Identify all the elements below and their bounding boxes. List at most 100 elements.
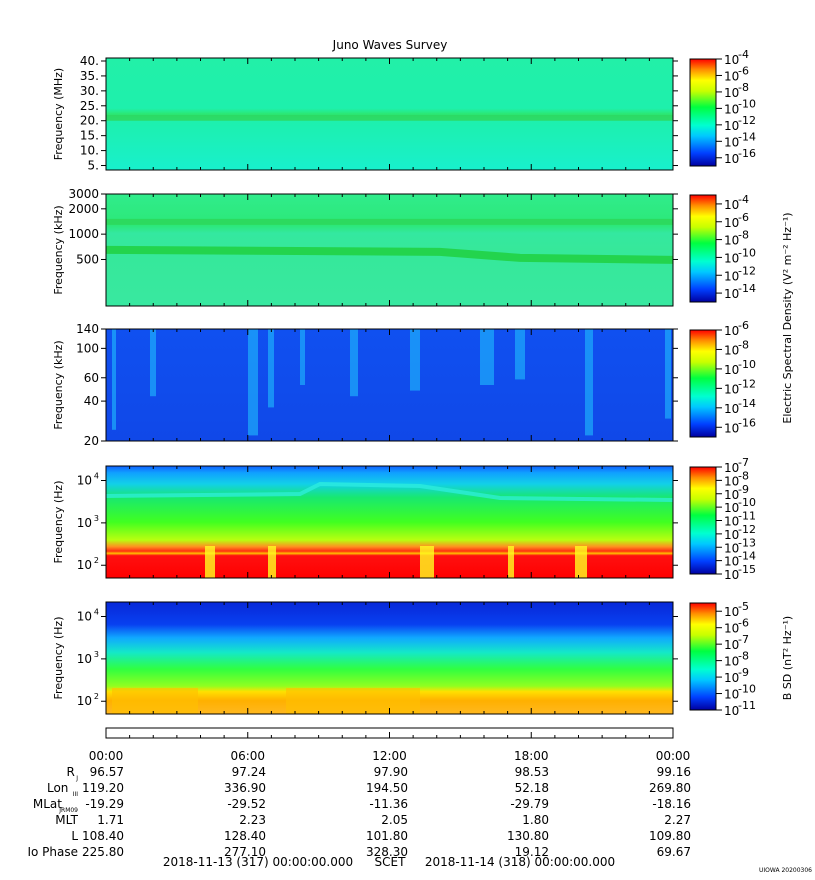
burst (300, 329, 305, 385)
emission-band (106, 114, 673, 121)
y-tick-label: 10. (80, 144, 99, 158)
time-label: 06:00 (230, 749, 265, 763)
ephemeris-value: 1.71 (97, 813, 124, 827)
colorbar-tick-exponent: -13 (738, 536, 756, 549)
ephemeris-value: -18.16 (652, 797, 691, 811)
colorbar-3 (689, 329, 717, 438)
y-tick-label: 60 (84, 371, 99, 385)
colorbar-tick-exponent: -9 (738, 483, 749, 496)
time-label: 00:00 (89, 749, 124, 763)
ephemeris-value: 69.67 (657, 845, 691, 859)
y-tick-label: 1000 (68, 227, 99, 241)
ephemeris-value: 97.90 (374, 765, 408, 779)
spectrogram-panels: 40.35.30.25.20.15.10.5. Frequency (MHz) 10… (52, 48, 794, 718)
version-stamp: UIOWA 20200306 (759, 867, 812, 874)
colorbar-tick-base: 10 (724, 69, 739, 83)
ephemeris-value: 96.57 (90, 765, 124, 779)
y-tick-label: 20 (84, 434, 99, 448)
ephemeris-value: 2.27 (664, 813, 691, 827)
colorbar-4 (689, 466, 717, 575)
colorbar-tick-base: 10 (724, 402, 739, 416)
colorbar-tick-exponent: -10 (738, 683, 756, 696)
colorbar-tick-base: 10 (724, 704, 739, 718)
colorbar-tick-base: 10 (724, 343, 739, 357)
colorbar-tick-base: 10 (724, 515, 739, 529)
time-label: 18:00 (514, 749, 549, 763)
colorbar-tick-exponent: -6 (738, 211, 749, 224)
colorbar-tick-base: 10 (724, 474, 739, 488)
ephemeris-value: 19.12 (515, 845, 549, 859)
y-tick-label: 500 (76, 252, 99, 266)
colorbar-tick-exponent: -6 (738, 319, 749, 332)
colorbar-tick-exponent: -12 (738, 377, 756, 390)
gap (268, 546, 276, 578)
colorbar-tick-exponent: -10 (738, 496, 756, 509)
colorbar-tick-exponent: -7 (738, 633, 749, 646)
y-tick-label: 10 (77, 516, 92, 530)
burst (480, 329, 494, 385)
ephemeris-value: 101.80 (366, 829, 408, 843)
colorbar-tick-base: 10 (724, 501, 739, 515)
low-band (112, 688, 198, 714)
time-label: 00:00 (656, 749, 691, 763)
ephemeris-value: 277.10 (224, 845, 266, 859)
ephemeris-label: L (71, 829, 78, 843)
colorbar-tick-base: 10 (724, 655, 739, 669)
burst (410, 329, 420, 391)
colorbar-tick-exponent: -7 (738, 456, 749, 469)
y-tick-label: 2000 (68, 202, 99, 216)
colorbar-tick-exponent: -10 (738, 246, 756, 259)
colorbar-tick-base: 10 (724, 119, 739, 133)
ephemeris-value: 328.30 (366, 845, 408, 859)
y-tick-label: 10 (77, 610, 92, 624)
y-axis-label: Frequency (kHz) (52, 340, 65, 429)
y-tick-label: 40 (84, 394, 99, 408)
colorbar-tick-base: 10 (724, 152, 739, 166)
colorbar-tick-exponent: -6 (738, 617, 749, 630)
ephemeris-label-subscript: III (73, 791, 79, 798)
ephemeris-value: 130.80 (507, 829, 549, 843)
colorbar-2 (689, 194, 717, 303)
low-band (286, 688, 420, 714)
ephemeris-value: -29.79 (510, 797, 549, 811)
ephemeris-label: Io Phase (27, 845, 78, 859)
ephemeris-value: 225.80 (82, 845, 124, 859)
ephemeris-value: 97.24 (232, 765, 266, 779)
gap (420, 546, 434, 578)
ephemeris-label: MLT (55, 813, 78, 827)
ephemeris-value: 336.90 (224, 781, 266, 795)
colorbar-tick-base: 10 (724, 287, 739, 301)
y-tick-label: 10 (77, 652, 92, 666)
colorbar-tick-exponent: -16 (738, 147, 756, 160)
ephemeris-value: 108.40 (82, 829, 124, 843)
y-tick-exponent: 4 (94, 472, 99, 481)
colorbar-tick-exponent: -14 (738, 282, 756, 295)
colorbar-tick-base: 10 (724, 198, 739, 212)
footer-scet: SCET (375, 855, 407, 869)
colorbar-tick-base: 10 (724, 528, 739, 542)
colorbar-tick-base: 10 (724, 135, 739, 149)
colorbar-tick-base: 10 (724, 53, 739, 67)
chart-title: Juno Waves Survey (332, 38, 448, 52)
y-tick-label: 35. (80, 69, 99, 83)
y-tick-label: 15. (80, 129, 99, 143)
ephemeris-value: 109.80 (649, 829, 691, 843)
colorbar-tick-exponent: -14 (738, 550, 756, 563)
y-tick-label: 30. (80, 84, 99, 98)
colorbar-1 (689, 58, 717, 167)
colorbar-tick-exponent: -12 (738, 523, 756, 536)
colorbar-5 (689, 602, 717, 711)
burst (665, 329, 671, 419)
colorbar-tick-exponent: -10 (738, 358, 756, 371)
y-tick-label: 3000 (68, 187, 99, 201)
colorbar-tick-exponent: -11 (738, 699, 756, 712)
burst (350, 329, 358, 397)
ephemeris-value: 2.05 (381, 813, 408, 827)
ephemeris-value: 194.50 (366, 781, 408, 795)
colorbar-tick-base: 10 (724, 488, 739, 502)
colorbar-tick-exponent: -16 (738, 416, 756, 429)
y-tick-label: 10 (77, 694, 92, 708)
y-tick-label: 10 (77, 558, 92, 572)
